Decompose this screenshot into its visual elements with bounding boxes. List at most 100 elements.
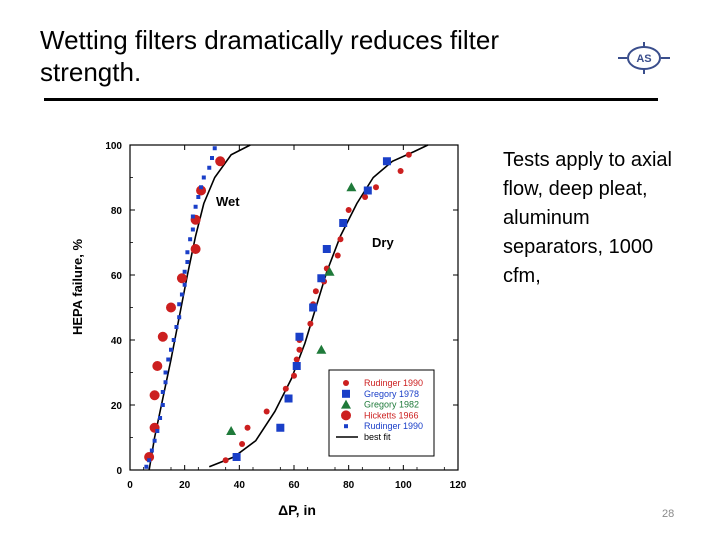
data-point-series-4 [160, 403, 165, 407]
data-point-series-2 [316, 344, 327, 354]
data-point-series-0 [244, 424, 251, 431]
x-tick-label: 0 [127, 480, 133, 491]
data-point-series-3 [152, 361, 163, 371]
data-point-series-4 [182, 282, 187, 287]
data-point-series-4 [199, 185, 204, 190]
data-point-series-1 [317, 274, 326, 283]
data-point-series-1 [232, 453, 241, 461]
fit-curve-wet [148, 144, 251, 471]
data-point-series-0 [345, 207, 352, 213]
x-tick-label: 120 [450, 480, 467, 491]
legend-label-1: Gregory 1978 [364, 389, 419, 399]
data-point-series-1 [363, 186, 372, 195]
data-point-series-0 [282, 385, 289, 392]
data-point-series-0 [337, 236, 344, 243]
y-tick-label: 40 [111, 336, 123, 347]
data-point-series-4 [193, 204, 198, 209]
data-point-series-4 [182, 269, 187, 274]
data-point-series-3 [215, 156, 226, 167]
data-point-series-4 [177, 315, 182, 320]
data-point-series-1 [295, 332, 304, 341]
legend-label-4: Rudinger 1990 [364, 421, 423, 431]
annotation-wet: Wet [216, 194, 240, 209]
data-point-series-1 [339, 219, 348, 227]
x-tick-label: 80 [343, 480, 355, 491]
data-point-series-4 [144, 464, 149, 469]
data-point-series-0 [293, 356, 300, 363]
data-point-series-3 [166, 302, 176, 313]
legend-marker-2 [341, 399, 351, 409]
data-point-series-0 [307, 320, 314, 327]
legend-fit-label: best fit [364, 432, 391, 442]
data-point-series-4 [160, 390, 165, 394]
data-point-series-0 [362, 194, 369, 200]
data-point-series-4 [169, 347, 173, 352]
data-point-series-1 [382, 157, 391, 166]
data-point-series-4 [152, 438, 157, 443]
x-tick-label: 20 [179, 480, 191, 491]
data-point-series-4 [190, 214, 195, 219]
y-tick-label: 80 [111, 206, 123, 217]
logo-icon: AS [618, 42, 670, 74]
data-point-series-2 [226, 426, 237, 435]
data-point-series-4 [185, 250, 190, 255]
ylabel: HEPA failure, % [70, 239, 85, 336]
x-tick-label: 40 [234, 480, 246, 491]
y-tick-label: 100 [105, 141, 122, 152]
data-point-series-0 [397, 168, 404, 174]
data-point-series-4 [179, 292, 184, 297]
legend-label-2: Gregory 1982 [364, 400, 419, 410]
data-point-series-1 [322, 245, 331, 253]
data-point-series-3 [176, 273, 187, 284]
slide-title: Wetting filters dramatically reduces fil… [40, 25, 500, 87]
data-point-series-4 [212, 146, 217, 151]
data-point-series-4 [210, 156, 214, 160]
data-point-series-4 [190, 227, 195, 232]
data-point-series-3 [196, 185, 207, 196]
legend-marker-3 [341, 410, 351, 421]
legend-marker-1 [342, 389, 350, 398]
data-point-series-4 [174, 325, 179, 329]
legend-label-3: Hicketts 1966 [364, 410, 419, 420]
data-point-series-4 [188, 237, 193, 242]
legend-marker-0 [343, 380, 349, 386]
data-point-series-2 [324, 266, 335, 276]
data-point-series-1 [309, 303, 318, 312]
data-point-series-0 [222, 457, 229, 464]
side-note: Tests apply to axial flow, deep pleat, a… [503, 149, 672, 287]
data-point-series-4 [185, 260, 190, 264]
data-point-series-4 [163, 370, 168, 375]
page-number: 28 [662, 508, 675, 520]
data-point-series-4 [155, 429, 160, 433]
data-point-series-0 [334, 252, 341, 259]
data-point-series-0 [291, 372, 297, 379]
data-point-series-3 [190, 244, 201, 254]
data-point-series-1 [292, 362, 301, 370]
logo-text: AS [636, 53, 651, 65]
data-point-series-1 [276, 423, 285, 432]
x-tick-label: 100 [395, 480, 412, 491]
data-point-series-4 [163, 380, 168, 385]
data-point-series-0 [312, 288, 319, 295]
y-tick-label: 20 [111, 401, 123, 412]
title-divider [44, 98, 658, 101]
data-point-series-4 [158, 416, 163, 420]
data-point-series-4 [201, 175, 206, 180]
y-tick-label: 60 [111, 271, 123, 282]
data-point-series-0 [296, 346, 303, 353]
data-point-series-4 [149, 448, 154, 453]
data-point-series-4 [166, 357, 171, 362]
data-point-series-0 [373, 184, 379, 191]
data-point-series-3 [157, 331, 168, 342]
data-point-series-4 [177, 302, 182, 307]
y-tick-label: 0 [116, 466, 122, 477]
x-tick-label: 60 [288, 480, 300, 491]
data-point-series-4 [196, 195, 201, 199]
legend-label-0: Rudinger 1990 [364, 378, 423, 388]
data-point-series-4 [207, 165, 212, 170]
data-point-series-2 [346, 182, 357, 192]
data-point-series-4 [171, 338, 176, 342]
annotation-dry: Dry [372, 235, 394, 250]
